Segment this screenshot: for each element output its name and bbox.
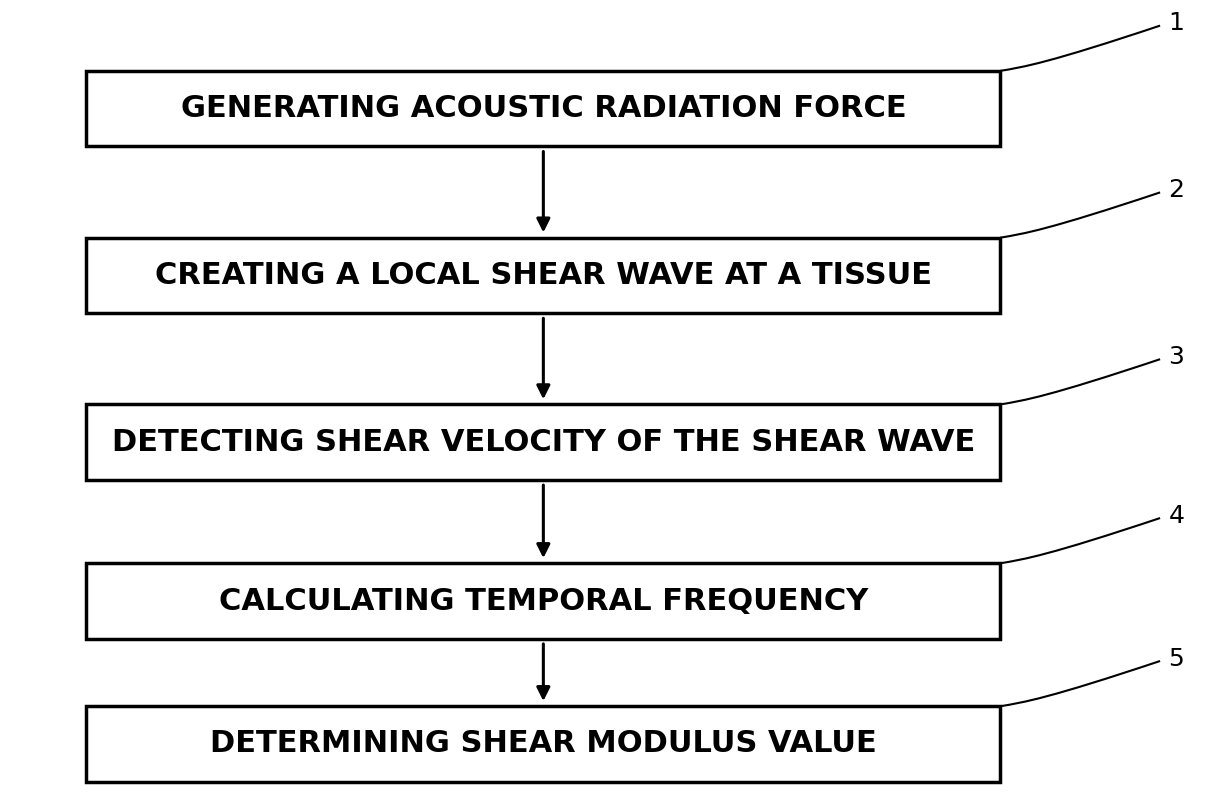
Text: CREATING A LOCAL SHEAR WAVE AT A TISSUE: CREATING A LOCAL SHEAR WAVE AT A TISSUE bbox=[155, 261, 931, 290]
Text: 3: 3 bbox=[1169, 345, 1185, 369]
Text: CALCULATING TEMPORAL FREQUENCY: CALCULATING TEMPORAL FREQUENCY bbox=[219, 587, 868, 615]
Bar bbox=[87, 404, 1000, 480]
Text: GENERATING ACOUSTIC RADIATION FORCE: GENERATING ACOUSTIC RADIATION FORCE bbox=[180, 94, 906, 123]
Bar bbox=[87, 563, 1000, 638]
Text: DETERMINING SHEAR MODULUS VALUE: DETERMINING SHEAR MODULUS VALUE bbox=[211, 729, 876, 759]
Text: 1: 1 bbox=[1169, 11, 1185, 35]
Bar bbox=[87, 706, 1000, 782]
Text: DETECTING SHEAR VELOCITY OF THE SHEAR WAVE: DETECTING SHEAR VELOCITY OF THE SHEAR WA… bbox=[111, 428, 976, 457]
Text: 5: 5 bbox=[1169, 646, 1185, 670]
Bar bbox=[87, 238, 1000, 313]
Bar bbox=[87, 71, 1000, 147]
Text: 4: 4 bbox=[1169, 504, 1185, 528]
Text: 2: 2 bbox=[1169, 178, 1185, 202]
